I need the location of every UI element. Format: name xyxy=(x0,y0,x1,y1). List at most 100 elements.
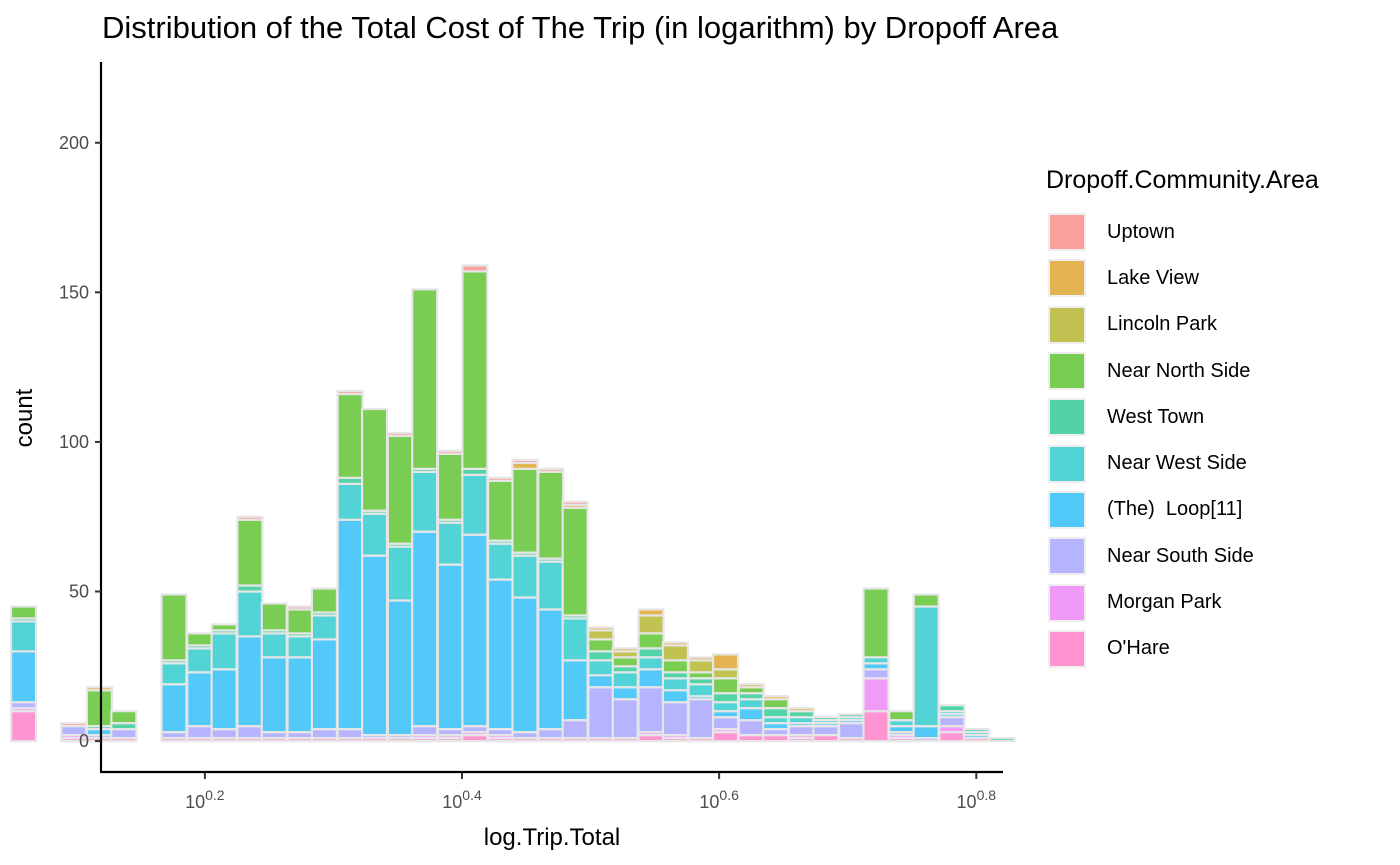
bar-segment xyxy=(711,701,740,713)
legend-key-swatch xyxy=(1048,629,1086,668)
bar-segment xyxy=(186,632,214,647)
bar-segment xyxy=(386,599,414,737)
y-tick-label: 100 xyxy=(59,432,89,452)
bar-segment xyxy=(561,617,589,662)
bar-segment xyxy=(711,668,740,680)
bar-segment xyxy=(10,605,38,620)
bar-segment xyxy=(511,458,539,464)
y-tick-label: 0 xyxy=(79,731,89,751)
bar-segment xyxy=(862,710,890,743)
bar-segment xyxy=(587,674,615,689)
legend-item: West Town xyxy=(1046,394,1386,440)
x-ticks: 100.2 100.4 100.6 100.8 xyxy=(185,773,996,812)
bar-segment xyxy=(988,736,1016,743)
bar-segment xyxy=(661,644,690,662)
bar-segment xyxy=(236,518,264,587)
bar-segment xyxy=(762,707,790,719)
y-axis-title: count xyxy=(11,388,38,447)
bar-segment xyxy=(361,512,389,557)
bar-segment xyxy=(411,470,439,533)
bar-segment xyxy=(611,656,639,668)
bar-segment xyxy=(661,701,690,737)
bar-segment xyxy=(587,659,615,677)
bar-segment xyxy=(737,719,765,737)
legend-label: O'Hare xyxy=(1107,637,1170,660)
legend-key-swatch xyxy=(1048,583,1086,622)
bar-segment xyxy=(561,719,589,740)
legend-item: Uptown xyxy=(1046,209,1386,255)
bar-segment xyxy=(938,704,966,713)
legend-item: Morgan Park xyxy=(1046,579,1386,625)
bar-segment xyxy=(687,656,715,662)
legend-label: Lake View xyxy=(1107,266,1199,289)
legend-label: Morgan Park xyxy=(1107,591,1222,614)
bar-segment xyxy=(661,689,690,704)
bars-layer xyxy=(10,264,1016,743)
bar-segment xyxy=(361,554,389,737)
bar-segment xyxy=(236,725,264,740)
bar-segment xyxy=(587,686,615,740)
bar-segment xyxy=(310,614,338,641)
bar-segment xyxy=(537,608,565,731)
bar-segment xyxy=(837,713,866,719)
legend-item: Lincoln Park xyxy=(1046,302,1386,348)
bar-segment xyxy=(286,605,314,611)
legend-label: Uptown xyxy=(1107,220,1175,243)
bar-segment xyxy=(511,467,539,554)
bar-segment xyxy=(812,716,840,722)
bar-segment xyxy=(537,728,565,740)
legend-label: Lincoln Park xyxy=(1107,313,1218,336)
legend-item: Near West Side xyxy=(1046,440,1386,486)
legend-key-swatch xyxy=(1048,305,1086,344)
legend-key-swatch xyxy=(1048,537,1086,576)
bar-segment xyxy=(762,695,790,701)
bar-segment xyxy=(812,725,840,737)
bar-segment xyxy=(60,722,88,728)
bar-segment xyxy=(587,638,615,653)
bar-segment xyxy=(336,518,364,731)
bar-segment xyxy=(611,647,639,653)
bar-segment xyxy=(862,677,890,713)
bar-segment xyxy=(711,716,740,731)
x-tick-label: 100.4 xyxy=(442,787,482,812)
bar-segment xyxy=(637,656,665,671)
bar-segment xyxy=(386,434,414,545)
legend-key-swatch xyxy=(1048,259,1086,298)
bar-segment xyxy=(336,389,364,396)
bar-segment xyxy=(661,641,690,647)
bar-segment xyxy=(436,449,464,455)
bar-segment xyxy=(336,392,364,479)
bar-segment xyxy=(361,407,389,512)
bar-segment xyxy=(411,530,439,728)
bar-segment xyxy=(687,698,715,740)
legend-item: (The) Loop[11] xyxy=(1046,487,1386,533)
bar-segment xyxy=(310,638,338,731)
legend-item: Near South Side xyxy=(1046,533,1386,579)
bar-segment xyxy=(561,506,589,617)
x-tick-label: 100.6 xyxy=(699,787,739,812)
bar-segment xyxy=(411,288,439,470)
bar-segment xyxy=(487,578,515,731)
bar-segment xyxy=(611,671,639,689)
y-ticks: 0 50 100 150 200 xyxy=(59,133,101,751)
bar-segment xyxy=(637,647,665,659)
bar-segment xyxy=(737,683,765,689)
bar-segment xyxy=(711,677,740,695)
bar-segment xyxy=(310,587,338,614)
bar-segment xyxy=(637,608,665,617)
bar-segment xyxy=(160,662,188,686)
legend-key-swatch xyxy=(1048,444,1086,483)
bar-segment xyxy=(511,554,539,599)
bar-segment xyxy=(661,677,690,692)
bar-segment xyxy=(637,632,665,650)
bar-segment xyxy=(236,635,264,728)
bar-segment xyxy=(711,653,740,671)
bar-segment xyxy=(487,479,515,542)
bar-segment xyxy=(210,728,238,740)
bar-segment xyxy=(10,650,38,704)
bar-segment xyxy=(461,270,489,470)
bar-segment xyxy=(711,731,740,743)
bar-segment xyxy=(10,620,38,653)
bar-segment xyxy=(561,500,589,506)
bar-segment xyxy=(637,686,665,734)
